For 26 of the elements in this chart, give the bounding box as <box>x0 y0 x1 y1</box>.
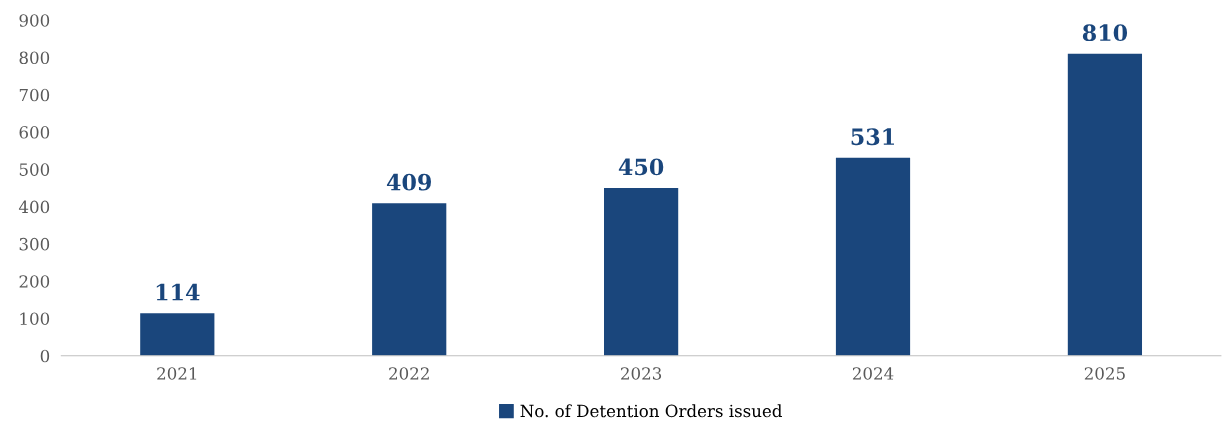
x-tick-label: 2021 <box>157 367 197 380</box>
bar <box>1067 53 1143 356</box>
x-tick-label: 2024 <box>852 367 894 380</box>
bar <box>835 157 911 356</box>
x-tick-label: 2022 <box>389 367 429 380</box>
y-tick-label: 100 <box>20 312 50 326</box>
data-label: 114 <box>156 283 200 301</box>
data-label: 810 <box>1082 24 1128 42</box>
x-tick-label: 2023 <box>621 367 662 380</box>
y-tick-label: 200 <box>19 275 50 288</box>
y-tick-label: 700 <box>19 88 50 102</box>
bar <box>140 313 215 356</box>
y-tick-label: 800 <box>19 51 50 65</box>
bar <box>604 187 679 356</box>
data-label: 450 <box>618 158 664 176</box>
legend-label: No. of Detention Orders issued <box>520 404 782 418</box>
y-tick-label: 300 <box>19 237 50 251</box>
data-label: 531 <box>851 128 894 146</box>
x-tick-label: 2025 <box>1084 367 1125 380</box>
y-tick-label: 500 <box>19 163 50 176</box>
y-tick-label: 400 <box>18 200 50 214</box>
y-tick-label: 0 <box>40 349 50 363</box>
y-tick-label: 600 <box>19 126 50 139</box>
bar <box>372 203 447 356</box>
y-tick-label: 900 <box>19 14 50 27</box>
data-label: 409 <box>386 173 431 191</box>
